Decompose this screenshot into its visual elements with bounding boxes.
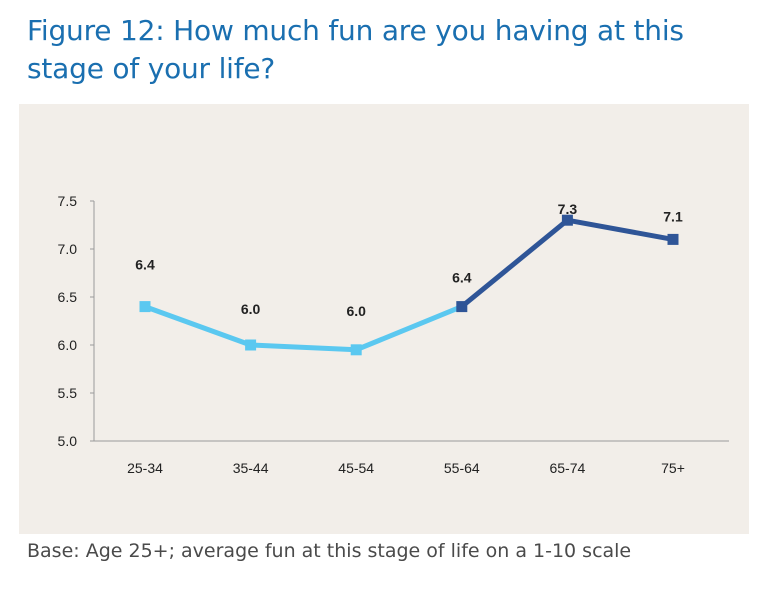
x-tick-label: 65-74 — [549, 460, 585, 476]
line-chart: 5.0 5.5 6.0 6.5 7.0 7.5 25-34 35-44 45-54 55-64 65… — [58, 193, 729, 476]
page-title: Figure 12: How much fun are you having a… — [27, 14, 684, 85]
y-tick-label: 5.5 — [58, 385, 78, 401]
data-label: 6.4 — [135, 257, 155, 273]
data-label: 6.4 — [452, 270, 472, 286]
y-tick-label: 5.0 — [58, 433, 78, 449]
data-point-marker — [667, 233, 679, 245]
x-tick-label: 45-54 — [338, 460, 374, 476]
data-point-marker — [561, 214, 573, 226]
data-label: 7.1 — [663, 208, 683, 224]
series-line-segment — [142, 304, 254, 348]
footnote: Base: Age 25+; average fun at this stage… — [27, 540, 632, 562]
data-point-marker — [350, 344, 362, 356]
y-tick-label: 6.5 — [58, 289, 78, 305]
x-tick-label: 25-34 — [127, 460, 163, 476]
data-point-marker — [139, 301, 151, 313]
data-point-marker — [245, 339, 257, 351]
data-label: 6.0 — [241, 301, 261, 317]
series-line-segment — [248, 342, 359, 353]
data-point-marker — [456, 301, 468, 313]
series-line-segment — [564, 217, 676, 242]
data-label: 7.3 — [558, 201, 578, 217]
chart-panel: 5.0 5.5 6.0 6.5 7.0 7.5 25-34 35-44 45-54 55-64 65… — [19, 104, 749, 534]
x-tick-label: 55-64 — [444, 460, 480, 476]
series-line-segment — [353, 304, 465, 353]
data-label: 6.0 — [346, 303, 366, 319]
x-tick-label: 35-44 — [233, 460, 269, 476]
series-line-segment — [459, 217, 570, 310]
y-tick-label: 7.0 — [58, 241, 78, 257]
y-tick-label: 7.5 — [58, 193, 78, 209]
y-tick-label: 6.0 — [58, 337, 78, 353]
x-tick-label: 75+ — [661, 460, 685, 476]
